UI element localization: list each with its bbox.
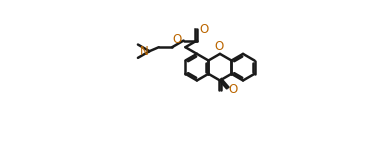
- Text: O: O: [199, 23, 209, 36]
- Text: O: O: [229, 83, 238, 96]
- Text: N: N: [139, 45, 148, 58]
- Text: O: O: [214, 40, 224, 53]
- Text: O: O: [173, 33, 182, 46]
